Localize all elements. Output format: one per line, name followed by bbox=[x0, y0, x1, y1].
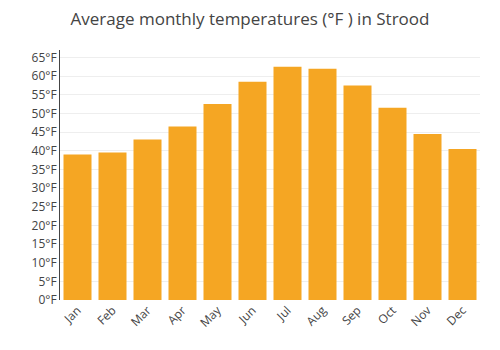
svg-text:Sep: Sep bbox=[338, 302, 365, 329]
svg-text:Aug: Aug bbox=[302, 302, 330, 330]
svg-text:30°F: 30°F bbox=[32, 179, 57, 196]
svg-text:Dec: Dec bbox=[443, 302, 470, 329]
svg-text:15°F: 15°F bbox=[32, 235, 57, 252]
svg-text:25°F: 25°F bbox=[32, 198, 57, 215]
svg-text:Feb: Feb bbox=[93, 302, 119, 328]
svg-text:5°F: 5°F bbox=[38, 273, 56, 290]
svg-text:Jan: Jan bbox=[60, 302, 85, 327]
svg-text:65°F: 65°F bbox=[32, 49, 57, 66]
svg-text:55°F: 55°F bbox=[32, 86, 57, 103]
svg-text:Oct: Oct bbox=[374, 302, 400, 328]
svg-text:0°F: 0°F bbox=[38, 291, 56, 308]
svg-text:Jun: Jun bbox=[234, 302, 259, 327]
svg-text:40°F: 40°F bbox=[32, 142, 57, 159]
svg-text:Mar: Mar bbox=[127, 302, 155, 330]
svg-text:Jul: Jul bbox=[272, 302, 294, 324]
svg-text:50°F: 50°F bbox=[32, 105, 57, 122]
svg-text:Apr: Apr bbox=[164, 302, 190, 328]
svg-text:35°F: 35°F bbox=[32, 161, 57, 178]
svg-text:May: May bbox=[196, 301, 225, 330]
svg-text:Nov: Nov bbox=[407, 302, 435, 330]
svg-text:10°F: 10°F bbox=[32, 254, 57, 271]
svg-text:60°F: 60°F bbox=[32, 67, 57, 84]
svg-text:20°F: 20°F bbox=[32, 217, 57, 234]
svg-text:45°F: 45°F bbox=[32, 123, 57, 140]
svg-text:Average monthly temperatures (: Average monthly temperatures (°F ) in St… bbox=[71, 7, 430, 30]
